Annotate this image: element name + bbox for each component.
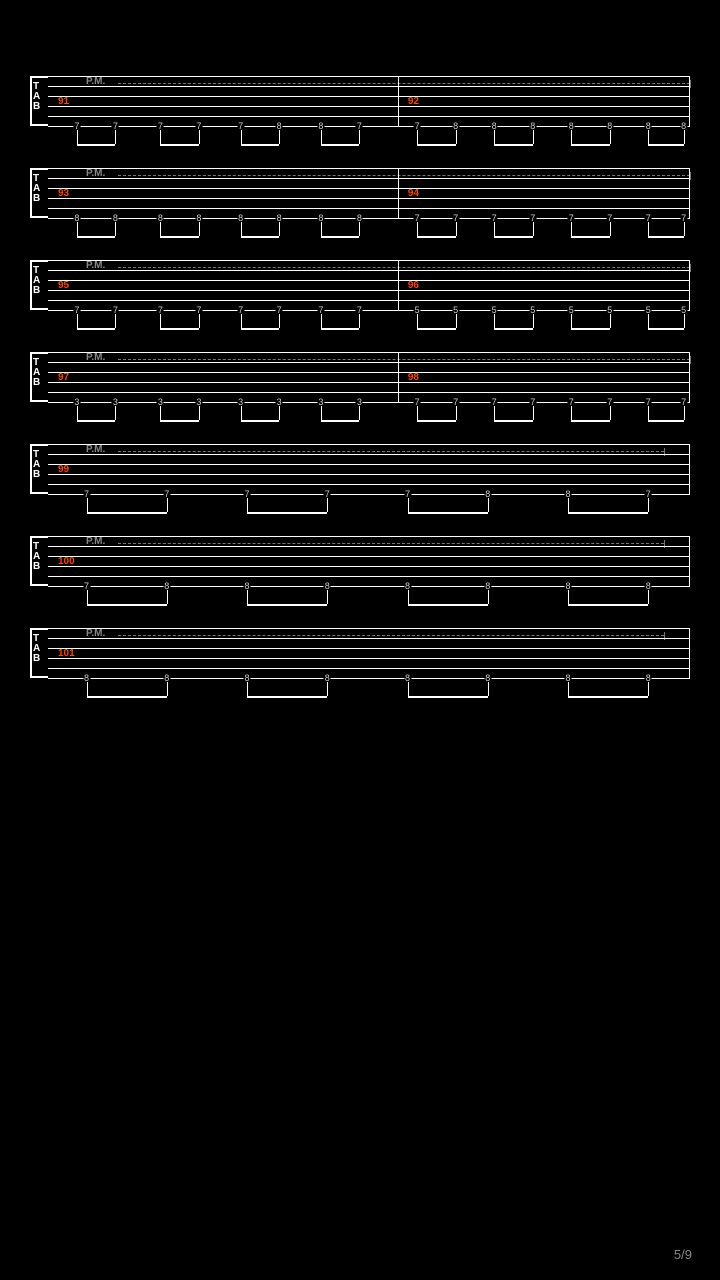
tab-staff: 88888888: [48, 628, 690, 678]
tab-clef: TAB: [30, 536, 48, 586]
tab-clef: TAB: [30, 352, 48, 402]
barline: [689, 628, 690, 678]
note-row: [48, 402, 690, 426]
tab-staff: 7777777755555555: [48, 260, 690, 310]
tab-staff: 77777887: [48, 444, 690, 494]
tab-staff: 7777788778888888: [48, 76, 690, 126]
barline: [398, 76, 399, 126]
tab-clef: TAB: [30, 76, 48, 126]
note-row: [48, 494, 690, 518]
barline: [689, 352, 690, 402]
barline: [689, 444, 690, 494]
tab-clef: TAB: [30, 444, 48, 494]
tab-staff: 78888888: [48, 536, 690, 586]
tab-system: P.M.9394TAB8888888877777777: [30, 168, 690, 218]
note-row: [48, 218, 690, 242]
tab-system: P.M.9596TAB7777777755555555: [30, 260, 690, 310]
note-row: [48, 126, 690, 150]
tab-clef: TAB: [30, 260, 48, 310]
barline: [689, 260, 690, 310]
barline: [689, 536, 690, 586]
tab-system: P.M.100TAB78888888: [30, 536, 690, 586]
note-row: [48, 586, 690, 610]
barline: [398, 260, 399, 310]
note-row: [48, 678, 690, 702]
barline: [689, 76, 690, 126]
tab-staff: 8888888877777777: [48, 168, 690, 218]
tab-system: P.M.99TAB77777887: [30, 444, 690, 494]
tab-staff: 3333333377777777: [48, 352, 690, 402]
tab-system: P.M.101TAB88888888: [30, 628, 690, 678]
tab-system: P.M.9798TAB3333333377777777: [30, 352, 690, 402]
note-row: [48, 310, 690, 334]
barline: [689, 168, 690, 218]
tab-system: P.M.9192TAB7777788778888888: [30, 76, 690, 126]
tab-clef: TAB: [30, 168, 48, 218]
tab-clef: TAB: [30, 628, 48, 678]
barline: [398, 168, 399, 218]
barline: [398, 352, 399, 402]
page-number: 5/9: [674, 1247, 692, 1262]
